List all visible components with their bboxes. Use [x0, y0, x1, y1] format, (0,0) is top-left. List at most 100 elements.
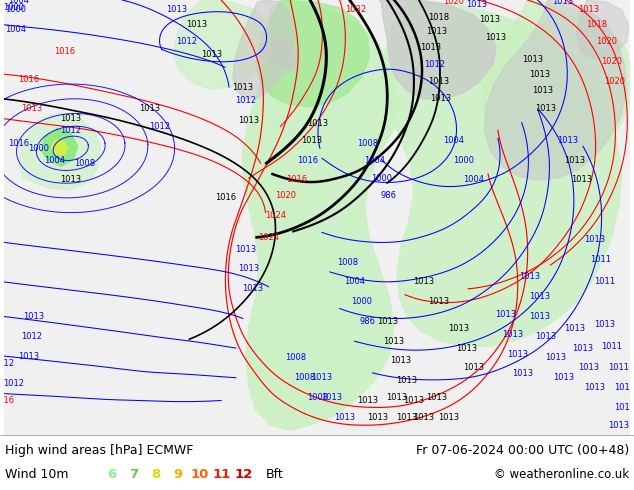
Text: 1013: 1013: [545, 353, 566, 363]
Text: 1008: 1008: [337, 258, 358, 267]
Text: 1013: 1013: [573, 343, 593, 353]
Text: 1013: 1013: [486, 33, 507, 42]
Text: 1012: 1012: [235, 97, 256, 105]
Text: 1013: 1013: [321, 393, 342, 402]
Text: 1013: 1013: [420, 43, 441, 52]
Text: 1013: 1013: [391, 356, 411, 366]
Text: 1013: 1013: [139, 104, 160, 113]
Text: 1013: 1013: [426, 393, 447, 402]
Text: 1013: 1013: [512, 369, 533, 378]
Text: 1020: 1020: [443, 0, 464, 6]
Text: 12: 12: [235, 467, 253, 481]
Text: Fr 07-06-2024 00:00 UTC (00+48): Fr 07-06-2024 00:00 UTC (00+48): [416, 443, 629, 457]
Text: 1013: 1013: [238, 265, 259, 273]
Text: 1020: 1020: [596, 37, 618, 46]
Text: © weatheronline.co.uk: © weatheronline.co.uk: [494, 467, 629, 481]
Text: 1016: 1016: [55, 47, 75, 56]
Polygon shape: [41, 128, 78, 166]
Text: 1000: 1000: [5, 5, 26, 14]
Text: 1013: 1013: [166, 5, 187, 14]
Text: 1012: 1012: [149, 122, 171, 131]
Text: 1013: 1013: [413, 413, 434, 422]
Text: 7: 7: [129, 467, 139, 481]
Text: 1013: 1013: [428, 297, 450, 306]
Polygon shape: [577, 0, 628, 59]
Text: 1013: 1013: [529, 70, 550, 79]
Text: 1013: 1013: [614, 383, 634, 392]
Text: 1020: 1020: [604, 76, 625, 86]
Text: 1013: 1013: [242, 284, 263, 293]
Text: 1012: 1012: [60, 126, 81, 135]
Text: 1012: 1012: [0, 360, 14, 368]
Text: 1013: 1013: [535, 332, 556, 341]
Text: 1012: 1012: [3, 379, 24, 388]
Text: 1012: 1012: [21, 332, 42, 341]
Text: 1013: 1013: [529, 292, 550, 301]
Text: 1013: 1013: [463, 364, 484, 372]
Text: 1013: 1013: [302, 136, 323, 145]
Text: 1008: 1008: [285, 353, 306, 363]
Text: 1032: 1032: [345, 5, 366, 14]
Text: 1000: 1000: [351, 297, 372, 306]
Polygon shape: [384, 0, 621, 346]
Text: 1013: 1013: [564, 156, 586, 165]
Text: 1013: 1013: [479, 15, 501, 24]
Text: 1013: 1013: [366, 413, 388, 422]
Text: 1013: 1013: [608, 421, 629, 430]
Text: 6: 6: [107, 467, 117, 481]
Text: 9: 9: [174, 467, 183, 481]
Text: 1000: 1000: [371, 173, 392, 182]
Text: 1011: 1011: [590, 255, 611, 264]
Text: 1013: 1013: [553, 373, 574, 382]
Text: 1008: 1008: [74, 159, 95, 168]
Text: 1013: 1013: [200, 50, 222, 59]
Text: 1013: 1013: [396, 376, 418, 385]
Text: 1013: 1013: [522, 55, 543, 64]
Polygon shape: [484, 0, 626, 180]
Text: 1004: 1004: [8, 0, 29, 4]
Text: 1018: 1018: [614, 403, 634, 412]
Text: 1013: 1013: [529, 312, 550, 321]
Text: 1013: 1013: [428, 76, 450, 86]
Text: 1016: 1016: [216, 193, 236, 202]
Text: 11: 11: [213, 467, 231, 481]
Text: 1013: 1013: [186, 20, 207, 29]
Text: 1013: 1013: [571, 175, 593, 184]
Polygon shape: [482, 0, 630, 170]
Text: Wind 10m: Wind 10m: [5, 467, 68, 481]
Text: 1013: 1013: [578, 5, 600, 14]
Text: 10: 10: [191, 467, 209, 481]
Polygon shape: [174, 0, 271, 89]
Text: 986: 986: [359, 317, 375, 326]
Text: 1013: 1013: [465, 0, 487, 9]
Text: 1011: 1011: [594, 277, 615, 286]
Text: 1012: 1012: [424, 60, 445, 69]
Text: 1013: 1013: [387, 393, 408, 402]
Text: 1013: 1013: [448, 324, 469, 333]
Text: 1013: 1013: [334, 413, 355, 422]
Polygon shape: [243, 0, 399, 430]
Text: 1013: 1013: [18, 351, 39, 361]
Text: 1018: 1018: [586, 20, 607, 29]
Text: 1013: 1013: [311, 373, 332, 382]
Text: 1016: 1016: [8, 139, 29, 148]
Text: 1004: 1004: [463, 175, 484, 184]
Polygon shape: [233, 0, 295, 99]
Text: 1013: 1013: [532, 86, 553, 96]
Text: 1013: 1013: [232, 82, 254, 92]
Text: 1011: 1011: [601, 342, 622, 351]
Text: 1013: 1013: [413, 277, 434, 286]
Text: 1016: 1016: [286, 175, 307, 184]
Text: 1013: 1013: [557, 136, 578, 145]
Text: 1024: 1024: [265, 211, 286, 220]
Text: 1013: 1013: [585, 383, 605, 392]
Polygon shape: [256, 0, 370, 107]
Text: 1008: 1008: [307, 393, 328, 402]
Text: 1004: 1004: [44, 156, 65, 165]
Text: 1024: 1024: [258, 233, 279, 242]
Text: 1013: 1013: [594, 320, 616, 329]
Text: 1012: 1012: [176, 37, 197, 46]
Polygon shape: [379, 0, 496, 99]
Text: 1013: 1013: [238, 116, 259, 125]
Text: 1013: 1013: [307, 119, 328, 128]
